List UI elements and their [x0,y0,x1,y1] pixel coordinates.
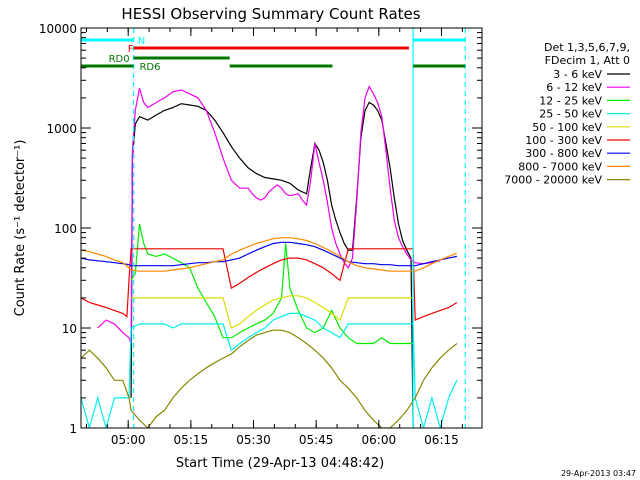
legend-entry-2: 12 - 25 keV [539,94,602,107]
state-bar-label-2: RD0 [109,54,130,65]
chart-title: HESSI Observing Summary Count Rates [121,5,420,23]
series-line-0 [130,101,414,428]
y-axis-label: Count Rate (s⁻¹ detector⁻¹) [13,140,28,317]
legend-entry-8: 7000 - 20000 keV [504,174,602,187]
x-tick-label-1: 05:15 [174,433,209,447]
series-line-3 [81,312,458,428]
y-axis: 1 10 100 1000 10000 [39,22,482,436]
legend-entry-0: 3 - 6 keV [553,68,602,81]
x-tick-label-4: 06:00 [362,433,397,447]
state-bar-label-3: RD6 [139,62,160,73]
series-line-1 [97,85,441,344]
x-tick-label-3: 05:45 [299,433,334,447]
timestamp: 29-Apr-2013 03:47 [561,469,636,478]
legend-entry-4: 50 - 100 keV [532,121,602,134]
markers-layer [133,28,466,428]
legend-header-line-1: Det 1,3,5,6,7,9, [544,41,630,54]
y-tick-label-4: 10000 [39,22,77,36]
legend-header-line-2: FDecim 1, Att 0 [545,54,630,67]
legend-entry-7: 800 - 7000 keV [518,160,602,173]
legend: Det 1,3,5,6,7,9, FDecim 1, Att 0 3 - 6 k… [504,41,630,187]
state-bar-label-1: F [128,44,134,55]
x-tick-label-5: 06:15 [424,433,459,447]
x-axis: 05:00 05:15 05:30 05:45 06:00 06:15 [85,28,463,447]
series-layer [81,85,458,428]
y-tick-label-2: 100 [54,222,77,236]
legend-entry-3: 25 - 50 keV [539,108,602,121]
x-axis-label: Start Time (29-Apr-13 04:48:42) [176,456,384,471]
x-tick-label-2: 05:30 [236,433,271,447]
series-line-7 [81,237,458,272]
y-tick-label-1: 10 [62,322,77,336]
legend-entry-5: 100 - 300 keV [525,134,602,147]
y-tick-label-3: 1000 [46,122,77,136]
y-tick-label-0: 1 [69,422,77,436]
series-line-6 [81,241,458,267]
legend-entry-6: 300 - 800 keV [525,147,602,160]
series-line-8 [81,329,458,428]
x-tick-label-0: 05:00 [111,433,146,447]
state-bar-label-0: N [138,36,145,47]
series-line-2 [130,223,414,345]
series-line-4 [131,295,414,329]
series-line-5 [81,248,458,321]
legend-entry-1: 6 - 12 keV [546,81,602,94]
